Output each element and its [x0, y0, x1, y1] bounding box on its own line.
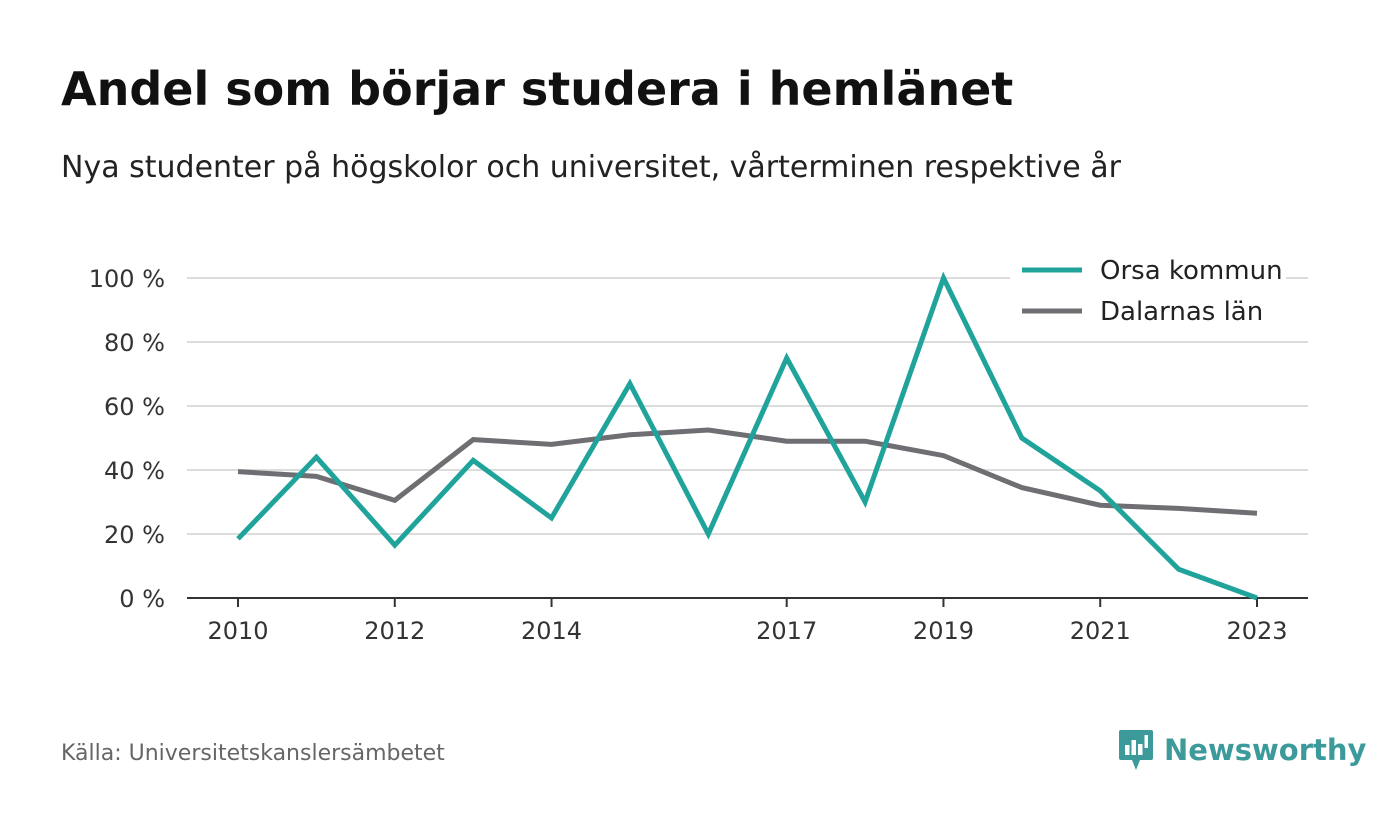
y-tick-label: 0 %	[119, 585, 165, 613]
x-tick-label: 2012	[364, 617, 425, 645]
x-tick-label: 2014	[521, 617, 582, 645]
y-tick-label: 20 %	[104, 521, 165, 549]
chart-subtitle: Nya studenter på högskolor och universit…	[61, 150, 1121, 185]
bar-chart-speech-icon	[1119, 730, 1153, 770]
series-line-dalarnas-lan	[237, 427, 1258, 516]
legend: Orsa kommun Dalarnas län	[1010, 250, 1286, 332]
y-tick-label: 40 %	[104, 457, 165, 485]
x-tick-label: 2010	[207, 617, 268, 645]
series-lines	[236, 271, 1258, 601]
legend-label: Dalarnas län	[1100, 297, 1263, 327]
x-tick-label: 2021	[1070, 617, 1131, 645]
brand-name: Newsworthy	[1164, 733, 1367, 767]
brand-logo: Newsworthy	[1118, 728, 1366, 772]
x-axis-ticks: 2010 2012 2014 2017 2019 2021 2023	[187, 597, 1308, 645]
x-tick-label: 2019	[913, 617, 974, 645]
chart-title: Andel som börjar studera i hemlänet	[61, 62, 1014, 116]
source-note: Källa: Universitetskanslersämbetet	[61, 741, 445, 766]
series-line-orsa-kommun	[236, 271, 1258, 601]
y-axis-ticks: 0 % 20 % 40 % 60 % 80 % 100 %	[89, 265, 165, 613]
y-tick-label: 100 %	[89, 265, 165, 293]
x-tick-label: 2017	[756, 617, 817, 645]
y-tick-label: 60 %	[104, 393, 165, 421]
legend-label: Orsa kommun	[1100, 256, 1283, 286]
y-tick-label: 80 %	[104, 329, 165, 357]
legend-background	[1010, 250, 1286, 332]
x-tick-label: 2023	[1226, 617, 1287, 645]
